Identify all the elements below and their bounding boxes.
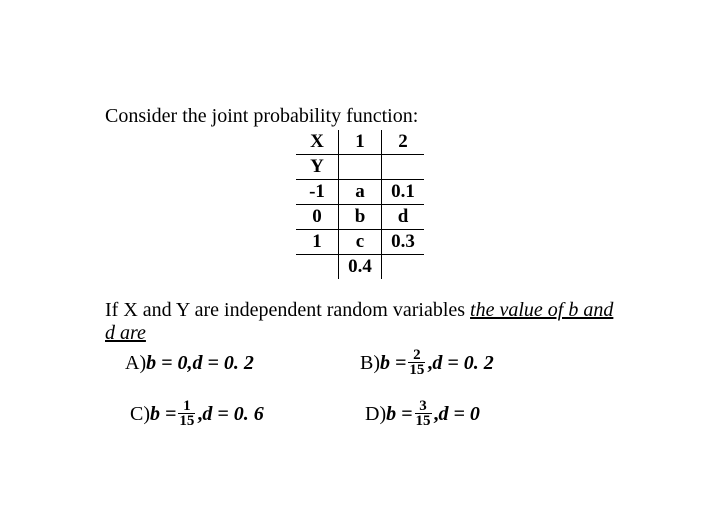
question-text: If X and Y are independent random variab… [105,299,615,345]
answer-row-1: A) b = 0, d = 0. 2 B) b = 2 15 , d = 0. … [105,349,615,378]
table-row: Y [296,155,424,180]
b-eq-pre: b = [386,403,412,426]
d-eq: d = 0. 2 [432,352,493,375]
table-row: 1 c 0.3 [296,230,424,255]
denominator: 15 [408,363,425,377]
d-eq: d = 0. 2 [193,352,254,375]
empty-cell [339,155,382,180]
x-val-2: 2 [382,130,425,155]
denominator: 15 [415,414,432,428]
option-label: C) [130,403,150,426]
numerator: 3 [415,399,432,414]
option-a: A) b = 0, d = 0. 2 [125,349,360,378]
table-row: -1 a 0.1 [296,180,424,205]
prompt-text: Consider the joint probability function: [105,105,615,128]
question-block: Consider the joint probability function:… [105,105,615,451]
d-eq: d = 0. 6 [202,403,263,426]
fraction: 2 15 [408,348,425,377]
cell: 0.1 [382,180,425,205]
denominator: 15 [178,414,195,428]
table-row: 0 b d [296,205,424,230]
fraction: 1 15 [178,399,195,428]
fraction: 3 15 [415,399,432,428]
cell-b: b [339,205,382,230]
y-val: -1 [296,180,339,205]
header-x: X [296,130,339,155]
empty-cell [382,155,425,180]
option-c: C) b = 1 15 , d = 0. 6 [130,400,365,429]
empty-cell [296,255,339,280]
table-row: X 1 2 [296,130,424,155]
option-b: B) b = 2 15 , d = 0. 2 [360,349,494,378]
b-eq-pre: b = [380,352,406,375]
y-val: 1 [296,230,339,255]
option-label: D) [365,403,386,426]
y-val: 0 [296,205,339,230]
answer-row-2: C) b = 1 15 , d = 0. 6 D) b = 3 15 , d =… [105,400,615,429]
empty-cell [382,255,425,280]
numerator: 2 [408,348,425,363]
x-val-1: 1 [339,130,382,155]
cell-d: d [382,205,425,230]
table-row: 0.4 [296,255,424,280]
b-eq: b = 0, [146,352,192,375]
question-lead: If X and Y are independent random variab… [105,299,470,321]
answer-options: A) b = 0, d = 0. 2 B) b = 2 15 , d = 0. … [105,349,615,429]
header-y: Y [296,155,339,180]
d-eq: d = 0 [439,403,480,426]
cell-c: c [339,230,382,255]
col-total: 0.4 [339,255,382,280]
cell-a: a [339,180,382,205]
option-d: D) b = 3 15 , d = 0 [365,400,480,429]
cell: 0.3 [382,230,425,255]
option-label: B) [360,352,380,375]
probability-table: X 1 2 Y -1 a 0.1 0 b d 1 c 0.3 0.4 [296,130,424,279]
option-label: A) [125,352,146,375]
b-eq-pre: b = [150,403,176,426]
numerator: 1 [178,399,195,414]
